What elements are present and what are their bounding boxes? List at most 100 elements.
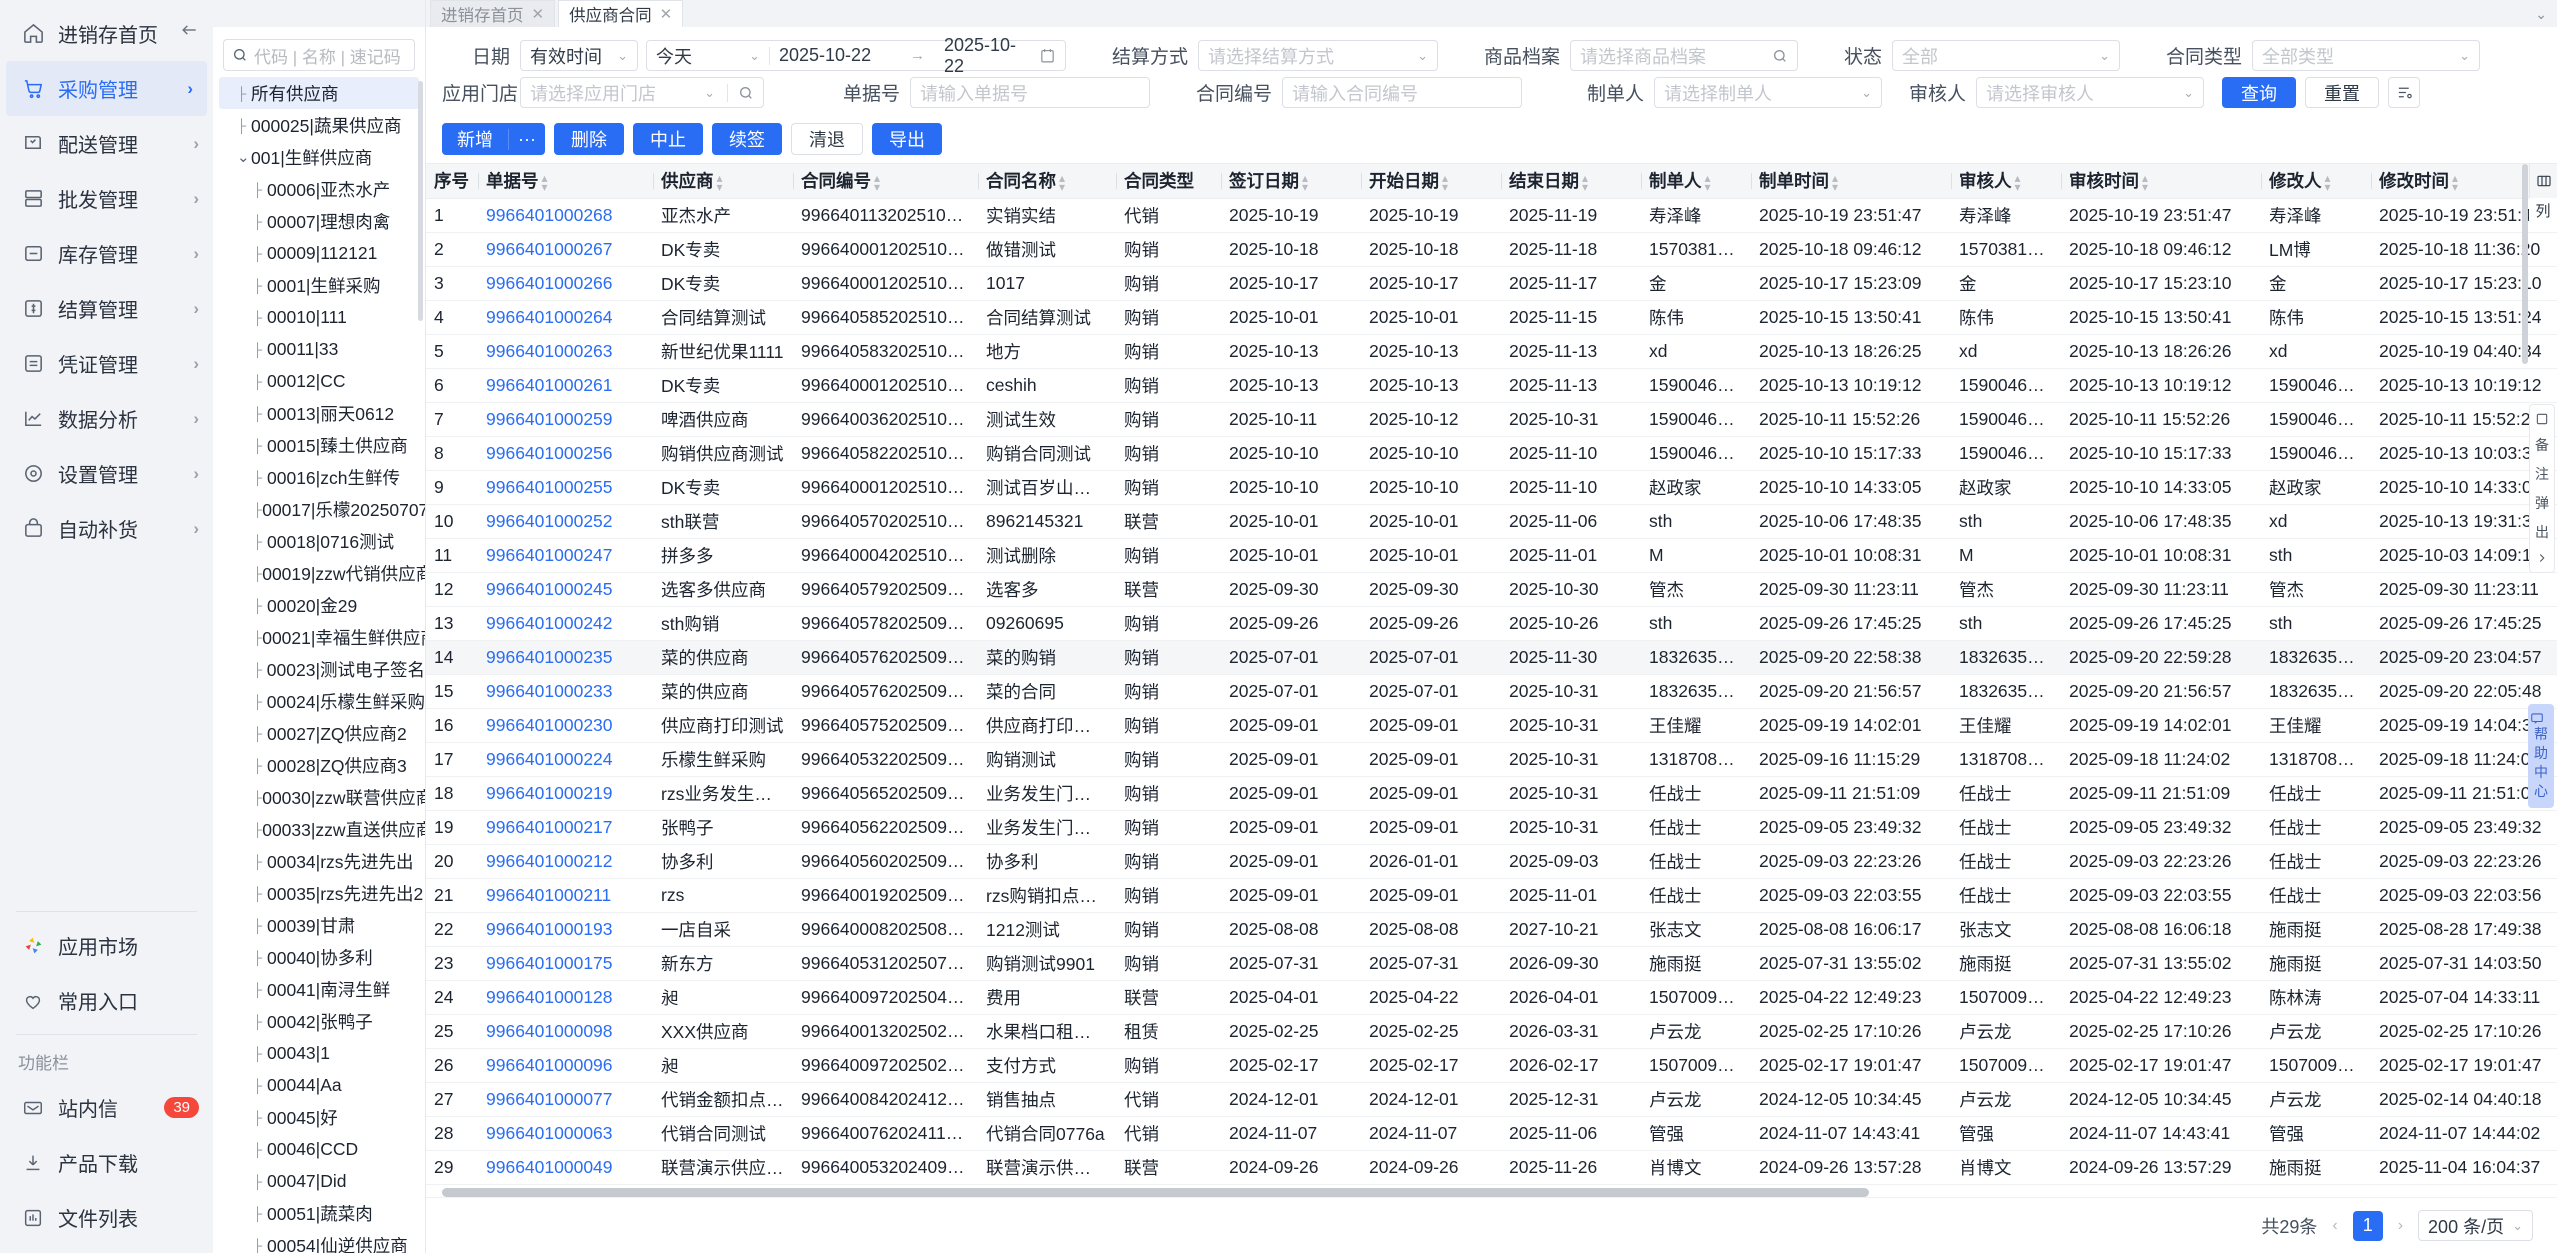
tree-node[interactable]: ├ 00017|乐檬20250707 (219, 493, 425, 525)
tree-node[interactable]: ├ 00033|zzw直送供应商 (219, 813, 425, 845)
query-button[interactable]: 查询 (2222, 77, 2296, 108)
tree-node[interactable]: ├ 00047|Did (219, 1165, 425, 1197)
cell-bill[interactable]: 9966401000268 (478, 198, 653, 233)
tree-node[interactable]: ├ 00006|亚杰水产 (219, 173, 425, 205)
auditor-select[interactable]: 请选择审核人 ⌄ (1976, 77, 2204, 108)
bill-link[interactable]: 9966401000264 (486, 306, 613, 327)
table-row[interactable]: 17 9966401000224 乐檬生鲜采购 99664053220250916 2… (426, 742, 2557, 777)
sidebar-item-settlement[interactable]: 结算管理 › (0, 281, 213, 336)
cell-bill[interactable]: 9966401000245 (478, 572, 653, 607)
side-rail[interactable]: 备 注 弹 出 (2529, 404, 2555, 573)
add-button[interactable]: 新增 ··· (442, 123, 545, 155)
cell-bill[interactable]: 9966401000255 (478, 470, 653, 505)
chevron-down-icon[interactable]: ⌄ (2535, 6, 2547, 22)
cell-bill[interactable]: 9966401000267 (478, 232, 653, 267)
tree-node[interactable]: ├ 00034|rzs先进先出 (219, 845, 425, 877)
sidebar-item-voucher[interactable]: 凭证管理 › (0, 336, 213, 391)
table-row[interactable]: 8 9966401000256 购销供应商测试 99664058220251010 3… (426, 436, 2557, 471)
table-row[interactable]: 1 9966401000268 亚杰水产 99664011320251019 1 实销实… (426, 198, 2557, 233)
store-select[interactable]: 请选择应用门店 ⌄ (520, 77, 764, 108)
tree-node[interactable]: ├ 所有供应商 (219, 77, 419, 109)
bill-link[interactable]: 9966401000096 (486, 1054, 613, 1075)
tree-node[interactable]: ├ 00016|zch生鲜传 (219, 461, 425, 493)
tree-node[interactable]: ├ 00035|rzs先进先出2 (219, 877, 425, 909)
sidebar-item-app-market[interactable]: 应用市场 › (0, 918, 213, 973)
tree-node[interactable]: ├ 00012|CC (219, 365, 425, 397)
tree-node[interactable]: ├ 00040|协多利 (219, 941, 425, 973)
tree-node[interactable]: ├ 00020|金29 (219, 589, 425, 621)
filter-settings-icon[interactable] (2388, 77, 2420, 108)
table-row[interactable]: 19 9966401000217 张鸭子 99664056220250905 1 业务发… (426, 810, 2557, 845)
table-row[interactable]: 12 9966401000245 选客多供应商 99664057920250930 3… (426, 572, 2557, 607)
cell-bill[interactable]: 9966401000128 (478, 980, 653, 1015)
bill-link[interactable]: 9966401000217 (486, 816, 613, 837)
help-center-button[interactable]: 帮助中心 (2528, 704, 2554, 808)
cell-bill[interactable]: 9966401000212 (478, 844, 653, 879)
bill-link[interactable]: 9966401000259 (486, 408, 613, 429)
tree-node[interactable]: ├ 00023|测试电子签名 (219, 653, 425, 685)
sort-icon[interactable]: ▴ ▾ (1059, 170, 1066, 194)
rail-label-0[interactable]: 备 (2535, 437, 2549, 453)
column-header[interactable]: 合同名称 ▴ ▾ (978, 164, 1116, 199)
sort-icon[interactable]: ▴ ▾ (716, 170, 723, 194)
bill-link[interactable]: 9966401000077 (486, 1088, 613, 1109)
bill-link[interactable]: 9966401000193 (486, 918, 613, 939)
bill-link[interactable]: 9966401000063 (486, 1122, 613, 1143)
sidebar-item-messages[interactable]: 站内信 39 (0, 1080, 213, 1135)
table-row[interactable]: 28 9966401000063 代销合同测试 99664007620241107 1… (426, 1116, 2557, 1151)
tree-node[interactable]: ├ 00043|1 (219, 1037, 425, 1069)
maker-select[interactable]: 请选择制单人 ⌄ (1654, 77, 1882, 108)
cell-bill[interactable]: 9966401000098 (478, 1014, 653, 1049)
tree-node[interactable]: ├ 00046|CCD (219, 1133, 425, 1165)
tree-body[interactable]: ├ 所有供应商 ├ 000025|蔬果供应商 ⌄ 001|生鲜供应商 ├ 00006|亚杰水产… (213, 77, 425, 1253)
cell-bill[interactable]: 9966401000259 (478, 402, 653, 437)
bill-link[interactable]: 9966401000267 (486, 238, 613, 259)
tree-node[interactable]: ├ 00013|丽天0612 (219, 397, 425, 429)
bill-link[interactable]: 9966401000049 (486, 1156, 613, 1177)
tree-node[interactable]: ├ 00024|乐檬生鲜采购 (219, 685, 425, 717)
table-row[interactable]: 26 9966401000096 昶 99664009720250217 1 支付方式购… (426, 1048, 2557, 1083)
reset-button[interactable]: 重置 (2305, 77, 2379, 108)
cell-bill[interactable]: 9966401000193 (478, 912, 653, 947)
close-icon[interactable]: ✕ (659, 6, 673, 23)
chevron-down-icon[interactable]: ⌄ (237, 149, 250, 166)
tree-node[interactable]: ├ 00030|zzw联营供应商 (219, 781, 425, 813)
sort-icon[interactable]: ▴ ▾ (1302, 170, 1309, 194)
cell-bill[interactable]: 9966401000175 (478, 946, 653, 981)
table-row[interactable]: 24 9966401000128 昶 99664009720250422 1 费用 联营 2… (426, 980, 2557, 1015)
cell-bill[interactable]: 9966401000233 (478, 674, 653, 709)
cell-bill[interactable]: 9966401000217 (478, 810, 653, 845)
bill-link[interactable]: 9966401000224 (486, 748, 613, 769)
bill-link[interactable]: 9966401000256 (486, 442, 613, 463)
rail-icon-arrow[interactable] (2535, 551, 2549, 565)
contract-no-input[interactable]: 请输入合同编号 (1282, 77, 1522, 108)
cell-bill[interactable]: 9966401000235 (478, 640, 653, 675)
tree-node[interactable]: ├ 000025|蔬果供应商 (219, 109, 425, 141)
tree-node[interactable]: ├ 00028|ZQ供应商3 (219, 749, 425, 781)
sort-icon[interactable]: ▴ ▾ (2452, 170, 2459, 194)
suspend-button[interactable]: 中止 (632, 123, 703, 155)
table-horizontal-scrollbar[interactable] (426, 1187, 2557, 1197)
sort-icon[interactable]: ▴ ▾ (1442, 170, 1449, 194)
calendar-icon[interactable] (1039, 47, 1056, 64)
search-icon[interactable] (1772, 48, 1788, 64)
settle-method-select[interactable]: 请选择结算方式 ⌄ (1198, 40, 1438, 71)
table-row[interactable]: 23 9966401000175 新东方 99664053120250731 1 购销测… (426, 946, 2557, 981)
sort-icon[interactable]: ▴ ▾ (1582, 170, 1589, 194)
tree-node[interactable]: ├ 00009|112121 (219, 237, 425, 269)
rail-label-2[interactable]: 弹 (2535, 495, 2549, 511)
table-row[interactable]: 2 9966401000267 DK专卖 99664000120251018 1 做错测… (426, 232, 2557, 267)
table-row[interactable]: 20 9966401000212 协多利 99664056020250903 1 协多利… (426, 844, 2557, 879)
tree-node[interactable]: ├ 00021|幸福生鲜供应商 (219, 621, 425, 653)
table-row[interactable]: 18 9966401000219 rzs业务发生门店 9966405652025091… (426, 776, 2557, 811)
cell-bill[interactable]: 9966401000219 (478, 776, 653, 811)
rail-label-3[interactable]: 出 (2535, 524, 2549, 540)
chevron-left-icon[interactable]: ‹ (2332, 1216, 2338, 1234)
sidebar-item-analytics[interactable]: 数据分析 › (0, 391, 213, 446)
chevron-right-icon[interactable]: › (2397, 1216, 2404, 1234)
table-row[interactable]: 3 9966401000266 DK专卖 99664000120251017 2 101… (426, 266, 2557, 301)
tree-node[interactable]: ├ 00044|Aa (219, 1069, 425, 1101)
column-header[interactable]: 签订日期 ▴ ▾ (1221, 164, 1361, 199)
sort-icon[interactable]: ▴ ▾ (1832, 170, 1839, 194)
